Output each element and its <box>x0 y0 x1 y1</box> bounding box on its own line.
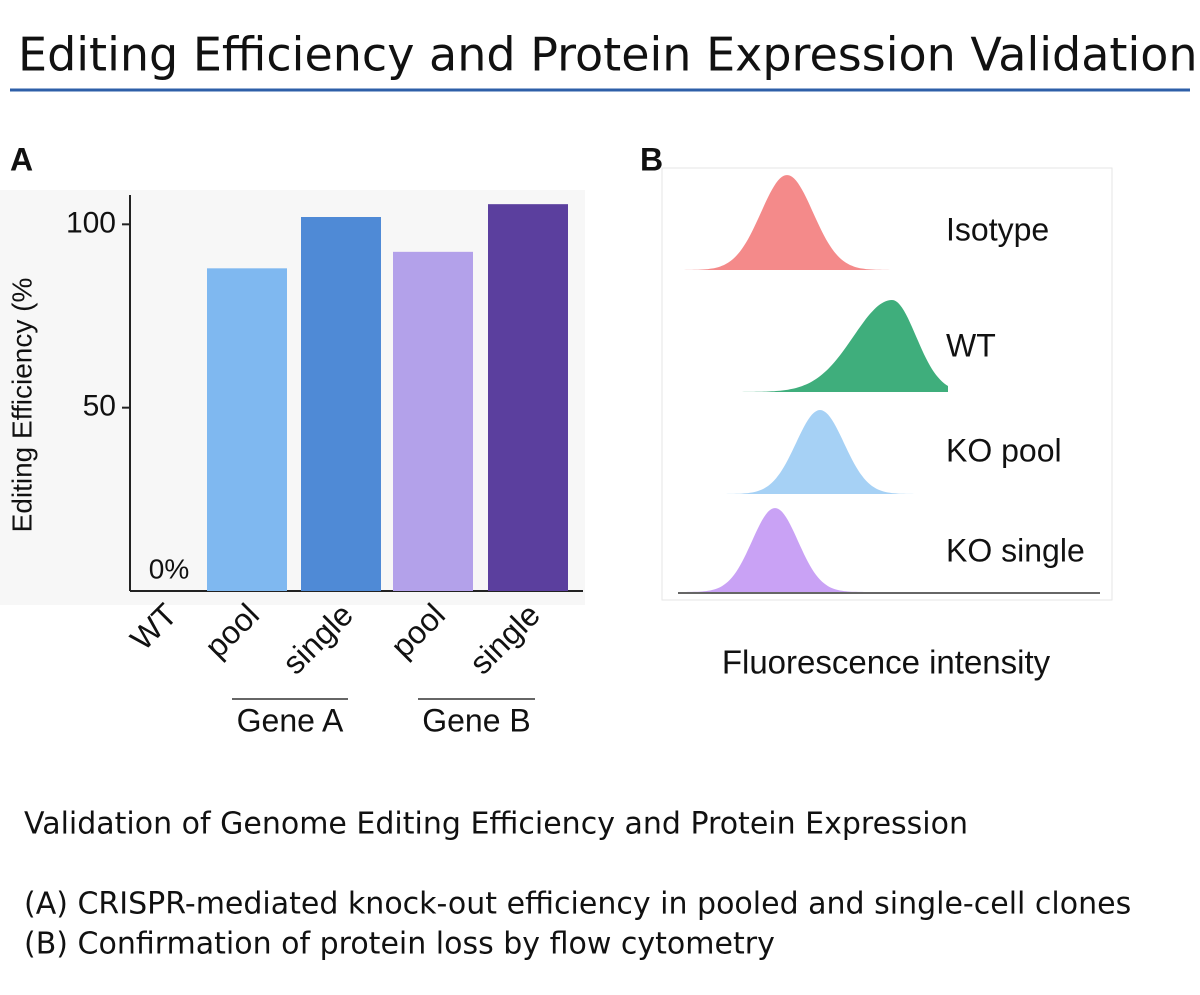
bar <box>488 204 568 591</box>
caption-line: (A) CRISPR-mediated knock-out efficiency… <box>24 887 1131 922</box>
x-tick-label: single <box>462 596 547 681</box>
x-tick-label: single <box>275 596 360 681</box>
value-label: 0% <box>149 553 189 584</box>
y-axis-label: Editing Efficiency (% <box>6 278 37 533</box>
x-tick-label: pool <box>198 596 266 664</box>
legend-label: KO single <box>946 532 1085 568</box>
bar <box>207 268 287 591</box>
density-curve <box>678 175 936 270</box>
group-label: Gene B <box>422 702 531 738</box>
x-tick-label: WT <box>123 596 184 657</box>
panel-a-background <box>0 190 585 605</box>
caption-heading: Validation of Genome Editing Efficiency … <box>24 807 968 842</box>
bar <box>301 217 381 591</box>
density-curve <box>678 410 948 494</box>
density-curve <box>678 508 948 592</box>
y-tick-label: 100 <box>66 206 116 239</box>
group-label: Gene A <box>237 702 344 738</box>
legend-label: WT <box>946 327 996 363</box>
x-tick-label: pool <box>384 596 452 664</box>
x-axis-label: Fluorescence intensity <box>722 644 1051 681</box>
panel-label: A <box>10 141 33 177</box>
page-title: Editing Efficiency and Protein Expressio… <box>18 28 1198 82</box>
panel-label: B <box>640 141 663 177</box>
y-tick-label: 50 <box>83 390 116 423</box>
legend-label: KO pool <box>946 432 1062 468</box>
legend-label: Isotype <box>946 211 1049 247</box>
density-curve <box>678 300 948 392</box>
caption-line: (B) Confirmation of protein loss by flow… <box>24 927 775 962</box>
bar <box>393 251 473 592</box>
